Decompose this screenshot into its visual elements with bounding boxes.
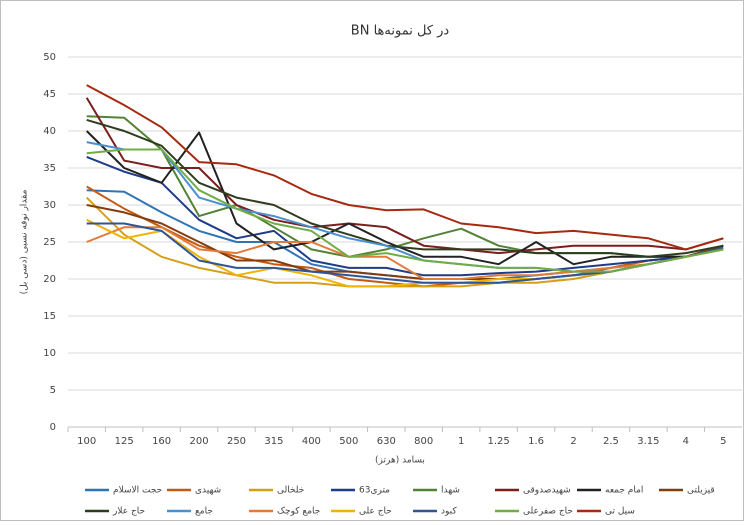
legend-label: شهدا bbox=[441, 486, 460, 496]
y-tick-label: 15 bbox=[43, 311, 56, 322]
y-tick-label: 30 bbox=[43, 200, 56, 211]
legend-label: قیزیلتی bbox=[687, 486, 715, 496]
series-line bbox=[86, 155, 724, 277]
x-tick-label: 630 bbox=[377, 436, 396, 447]
legend-label: شهیدی bbox=[195, 486, 221, 496]
y-tick-label: 10 bbox=[43, 348, 56, 359]
x-tick-label: 5 bbox=[720, 436, 726, 447]
x-tick-label: 800 bbox=[414, 436, 433, 447]
x-tick-label: 4 bbox=[683, 436, 689, 447]
series-line bbox=[85, 97, 724, 255]
legend-label: امام جمعه bbox=[605, 486, 643, 496]
chart-title: BN در کل نمونه‌ها bbox=[351, 24, 450, 39]
legend-label: 63متری bbox=[359, 486, 390, 496]
y-tick-label: 0 bbox=[50, 422, 56, 433]
legend-label: حاج علی bbox=[359, 507, 392, 517]
legend-label: شهیدصدوقی bbox=[523, 486, 571, 496]
legend-label: حاج صفرعلی bbox=[523, 507, 573, 517]
series-line bbox=[86, 118, 724, 258]
y-tick-label: 25 bbox=[43, 237, 56, 248]
y-tick-label: 5 bbox=[50, 385, 56, 396]
x-tick-label: 2.5 bbox=[603, 436, 619, 447]
y-tick-label: 20 bbox=[43, 274, 56, 285]
x-tick-label: 250 bbox=[227, 436, 246, 447]
legend-label: کبود bbox=[441, 507, 457, 517]
legend-label: سیل تی bbox=[605, 507, 635, 517]
x-axis-label: بسامد (هرتز) bbox=[375, 456, 425, 466]
y-axis-label: مقدار نوفه نسبی (دسی بل) bbox=[20, 189, 30, 294]
legend-label: جامع bbox=[195, 507, 213, 517]
x-tick-label: 315 bbox=[264, 436, 283, 447]
x-tick-label: 1.25 bbox=[487, 436, 509, 447]
x-tick-label: 160 bbox=[152, 436, 171, 447]
series-line bbox=[86, 226, 724, 280]
x-tick-label: 400 bbox=[302, 436, 321, 447]
series-line bbox=[86, 148, 724, 273]
x-tick-label: 1.6 bbox=[528, 436, 544, 447]
x-tick-label: 500 bbox=[339, 436, 358, 447]
x-tick-label: 200 bbox=[190, 436, 209, 447]
legend-label: جامع کوچک bbox=[277, 507, 320, 517]
x-tick-label: 125 bbox=[115, 436, 134, 447]
legend-label: خلخالی bbox=[277, 486, 304, 496]
x-tick-label: 1 bbox=[458, 436, 464, 447]
x-tick-label: 3.15 bbox=[637, 436, 659, 447]
y-tick-label: 35 bbox=[43, 163, 56, 174]
y-tick-label: 45 bbox=[43, 89, 56, 100]
y-tick-label: 40 bbox=[43, 126, 56, 137]
series-line bbox=[86, 84, 724, 251]
x-tick-label: 100 bbox=[77, 436, 96, 447]
legend-label: حجت الاسلام bbox=[113, 486, 162, 496]
y-tick-label: 50 bbox=[43, 52, 56, 63]
legend-label: حاج علار bbox=[112, 507, 145, 517]
x-tick-label: 2 bbox=[570, 436, 576, 447]
series-line bbox=[85, 130, 724, 266]
